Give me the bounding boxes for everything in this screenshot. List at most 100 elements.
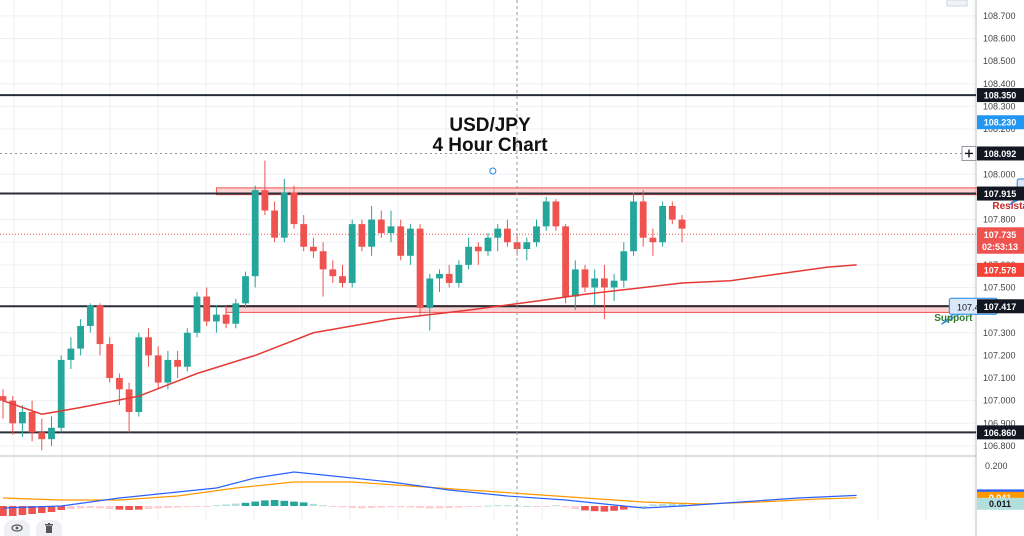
candle-body	[271, 210, 278, 238]
candle-body	[377, 219, 385, 234]
candle-body	[203, 296, 211, 322]
histogram-bar	[348, 506, 356, 508]
candle-body	[57, 359, 65, 428]
histogram-bar	[610, 506, 618, 511]
histogram-bar	[620, 506, 628, 510]
macd-indicator	[0, 471, 857, 516]
candle-body	[232, 303, 240, 324]
histogram-bar	[367, 506, 376, 508]
histogram-bar	[76, 506, 85, 509]
price-tick-label: 107.500	[983, 282, 1016, 292]
callout-text: 107.417	[957, 302, 990, 312]
histogram-bar	[406, 506, 415, 508]
candle-body	[348, 224, 356, 283]
candle-body	[48, 427, 55, 440]
candle-body	[193, 296, 201, 333]
histogram-bar	[57, 506, 65, 510]
histogram-bar	[426, 506, 434, 509]
indicator-axis-badge-text: 0.011	[989, 499, 1011, 509]
candle-body	[116, 378, 123, 390]
candle-body	[552, 201, 560, 227]
moving-average	[2, 264, 857, 416]
price-axis-badge	[977, 88, 1024, 103]
histogram-bar	[86, 506, 95, 508]
candle-body	[678, 219, 686, 229]
candle-body	[504, 228, 511, 243]
histogram-bar	[600, 506, 609, 512]
histogram-bar	[561, 506, 570, 508]
histogram-bar	[571, 506, 580, 509]
candle-body	[601, 278, 608, 288]
histogram-bar	[222, 504, 230, 506]
histogram-bar	[377, 506, 386, 508]
histogram-bar	[668, 503, 677, 506]
price-tick-label: 107.100	[983, 373, 1016, 383]
candle-body	[77, 325, 84, 349]
candle-body	[290, 192, 298, 225]
histogram-bar	[28, 506, 36, 514]
candle-body	[474, 246, 482, 252]
candle-body	[164, 359, 172, 383]
candle-body	[581, 269, 589, 288]
highlight-zones	[215, 187, 1003, 313]
histogram-bar	[193, 506, 201, 507]
candle-body	[562, 226, 569, 297]
price-axis-badge	[977, 262, 1024, 277]
price-tick-label: 108.600	[983, 33, 1016, 43]
histogram-bar	[658, 504, 667, 506]
axis-scroll-handle	[946, 0, 968, 7]
price-tick-label: 108.300	[983, 101, 1016, 111]
add-alert-icon[interactable]	[961, 145, 977, 161]
histogram-bar	[649, 504, 657, 506]
candle-body	[591, 278, 599, 288]
histogram-bar	[552, 505, 560, 507]
price-tick-label: 108.000	[983, 169, 1016, 179]
candle-body	[649, 237, 657, 243]
histogram-bar	[319, 505, 327, 507]
histogram-bar	[581, 506, 589, 511]
candle-body	[436, 273, 443, 279]
eye-icon[interactable]	[4, 520, 30, 536]
histogram-bar	[435, 506, 444, 509]
candle-body	[261, 190, 269, 211]
price-tick-label: 107.200	[983, 350, 1016, 360]
candles[interactable]	[0, 160, 686, 451]
histogram-bar	[8, 506, 17, 516]
trash-icon[interactable]	[36, 520, 62, 536]
candle-body	[513, 242, 521, 250]
histogram-bar	[329, 506, 337, 507]
price-axis-badge-text: 106.860	[984, 428, 1017, 438]
candle-body	[358, 224, 366, 247]
candle-body	[368, 219, 375, 247]
histogram-bar	[173, 506, 182, 508]
histogram-bar	[212, 505, 221, 507]
histogram-bar	[387, 506, 395, 508]
candle-body	[19, 411, 26, 424]
candle-body	[659, 205, 666, 243]
histogram-bar	[309, 504, 318, 506]
price-tick-label: 106.900	[983, 418, 1016, 428]
histogram-bar	[38, 506, 46, 513]
histogram-bar	[416, 506, 424, 508]
histogram-bar	[639, 506, 647, 507]
histogram-bar	[270, 500, 279, 506]
price-tick-label: 108.500	[983, 56, 1016, 66]
candle-body	[222, 314, 230, 324]
macd-line	[2, 471, 857, 509]
histogram-bar	[455, 506, 463, 508]
histogram-bar	[105, 506, 114, 509]
candle-body	[620, 251, 628, 281]
price-axis-badge	[977, 186, 1024, 201]
grid	[0, 0, 977, 536]
candle-body	[445, 273, 453, 283]
signal-line	[2, 481, 857, 505]
histogram-bar	[396, 506, 405, 508]
price-axis[interactable]: 108.700 108.600 108.500 108.400 108.300 108.2…	[946, 0, 1024, 510]
candle-body	[668, 205, 676, 220]
moving-average-line	[2, 264, 857, 416]
histogram-bar	[503, 505, 512, 507]
candle-body	[426, 278, 434, 308]
histogram-bar	[125, 506, 133, 510]
price-axis-badge-text: 108.092	[984, 149, 1017, 159]
